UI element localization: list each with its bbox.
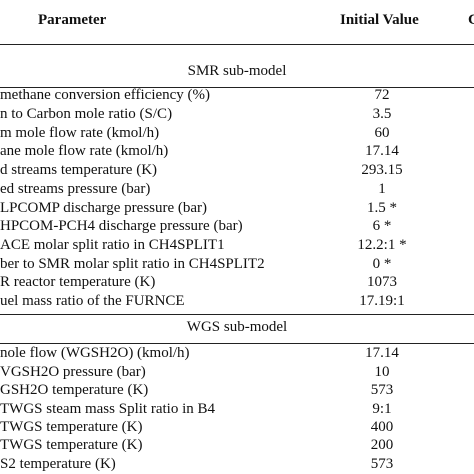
wgs-section-top-rule <box>0 314 474 315</box>
smr-section-rule <box>0 87 474 88</box>
value-cell: 1.5 * <box>367 200 397 216</box>
parameter-cell: d streams temperature (K) <box>0 162 158 178</box>
parameter-cell: TWGS temperature (K) <box>0 419 143 435</box>
parameter-cell: LPCOMP discharge pressure (bar) <box>0 200 208 216</box>
parameter-cell: n to Carbon mole ratio (S/C) <box>0 106 173 122</box>
table-row: methane conversion efficiency (%) 72 <box>0 86 474 105</box>
value-cell: 573 <box>370 456 394 472</box>
table-row: LPCOMP discharge pressure (bar) 1.5 * <box>0 199 474 218</box>
value-cell: 0 * <box>372 256 392 272</box>
table-row: n to Carbon mole ratio (S/C) 3.5 <box>0 105 474 124</box>
table-row: TWGS temperature (K) 400 <box>0 418 474 437</box>
parameter-cell: ed streams pressure (bar) <box>0 181 151 197</box>
table-row: TWGS temperature (K) 200 <box>0 436 474 455</box>
value-cell: 6 * <box>372 218 392 234</box>
parameter-cell: methane conversion efficiency (%) <box>0 87 211 103</box>
parameter-cell: GSH2O temperature (K) <box>0 382 149 398</box>
parameter-cell: R reactor temperature (K) <box>0 274 156 290</box>
value-cell: 9:1 <box>372 401 392 417</box>
value-cell: 573 <box>370 382 394 398</box>
table-row: uel mass ratio of the FURNCE 17.19:1 <box>0 292 474 311</box>
parameter-cell: VGSH2O pressure (bar) <box>0 364 146 380</box>
table-row: m mole flow rate (kmol/h) 60 <box>0 124 474 143</box>
value-cell: 17.14 <box>365 345 399 361</box>
table-row: nole flow (WGSH2O) (kmol/h) 17.14 <box>0 344 474 363</box>
value-cell: 17.14 <box>365 143 399 159</box>
value-cell: 3.5 <box>372 106 392 122</box>
value-cell: 17.19:1 <box>359 293 405 309</box>
table-header: Parameter Initial Value C <box>0 0 474 44</box>
header-rule <box>0 44 474 45</box>
table-row: R reactor temperature (K) 1073 <box>0 273 474 292</box>
table-row: TWGS steam mass Split ratio in B4 9:1 <box>0 400 474 419</box>
parameter-cell: ber to SMR molar split ratio in CH4SPLIT… <box>0 256 265 272</box>
section-title-wgs: WGS sub-model <box>186 319 288 335</box>
value-cell: 12.2:1 * <box>357 237 407 253</box>
value-cell: 60 <box>374 125 390 141</box>
parameter-cell: TWGS steam mass Split ratio in B4 <box>0 401 215 417</box>
table-row: GSH2O temperature (K) 573 <box>0 381 474 400</box>
table-row: ber to SMR molar split ratio in CH4SPLIT… <box>0 255 474 274</box>
value-cell: 293.15 <box>361 162 403 178</box>
parameter-cell: nole flow (WGSH2O) (kmol/h) <box>0 345 190 361</box>
parameter-cell: S2 temperature (K) <box>0 456 116 472</box>
table-row: d streams temperature (K) 293.15 <box>0 161 474 180</box>
value-cell: 400 <box>370 419 394 435</box>
section-title-smr: SMR sub-model <box>187 63 287 79</box>
parameter-cell: ACE molar split ratio in CH4SPLIT1 <box>0 237 225 253</box>
wgs-section-rule <box>0 343 474 344</box>
parameter-cell: m mole flow rate (kmol/h) <box>0 125 160 141</box>
table-row: VGSH2O pressure (bar) 10 <box>0 363 474 382</box>
value-cell: 10 <box>374 364 390 380</box>
initial-value-column-header: Initial Value <box>340 12 419 28</box>
parameter-column-header: Parameter <box>38 12 107 28</box>
table-row: ed streams pressure (bar) 1 <box>0 180 474 199</box>
value-cell: 72 <box>374 87 390 103</box>
value-cell: 1 <box>378 181 386 197</box>
parameter-cell: TWGS temperature (K) <box>0 437 143 453</box>
cut-off-column-header: C <box>468 12 474 28</box>
table-row: S2 temperature (K) 573 <box>0 455 474 474</box>
table-row: ane mole flow rate (kmol/h) 17.14 <box>0 142 474 161</box>
parameter-cell: uel mass ratio of the FURNCE <box>0 293 185 309</box>
value-cell: 1073 <box>367 274 397 290</box>
parameter-cell: ane mole flow rate (kmol/h) <box>0 143 169 159</box>
table-row: ACE molar split ratio in CH4SPLIT1 12.2:… <box>0 236 474 255</box>
value-cell: 200 <box>370 437 394 453</box>
table-row: HPCOM-PCH4 discharge pressure (bar) 6 * <box>0 217 474 236</box>
parameter-cell: HPCOM-PCH4 discharge pressure (bar) <box>0 218 243 234</box>
